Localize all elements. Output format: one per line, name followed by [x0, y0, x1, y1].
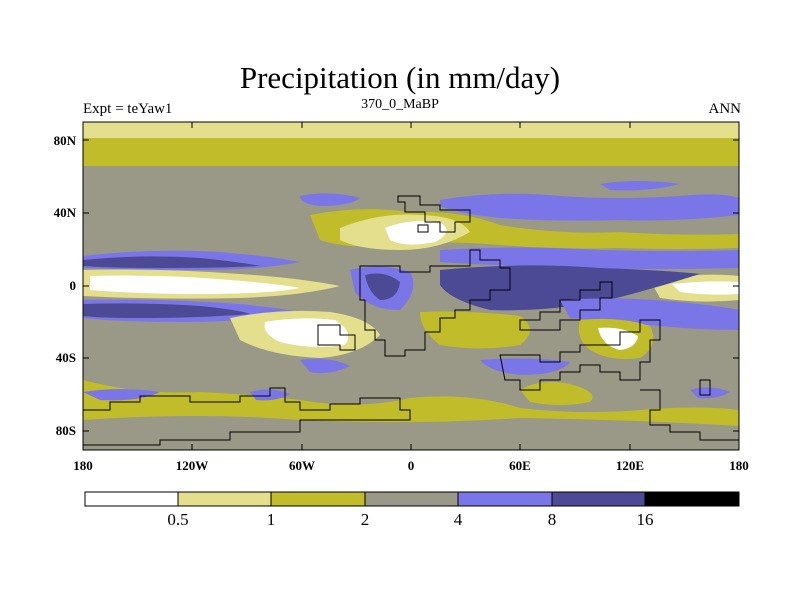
y-tick-40s: 40S	[55, 350, 76, 365]
colorbar-swatch-3	[364, 491, 459, 507]
colorbar-swatch-4	[457, 491, 553, 507]
season-label: ANN	[708, 101, 742, 117]
x-tick-60w: 60W	[289, 458, 315, 473]
colorbar-label-1: 1	[266, 510, 276, 529]
experiment-label: Expt = teYaw1	[83, 101, 173, 117]
axis-ticks	[83, 122, 739, 450]
colorbar-swatch-5	[551, 491, 646, 507]
y-tick-40n: 40N	[53, 205, 76, 220]
colorbar-label-2: 2	[360, 510, 370, 529]
x-tick-120w: 120W	[175, 458, 209, 473]
time-label: 370_0_MaBP	[361, 97, 439, 112]
colorbar	[84, 491, 740, 507]
x-tick-180w: 180	[73, 458, 93, 473]
colorbar-label-5: 16	[636, 510, 654, 529]
colorbar-swatch-6	[644, 491, 740, 507]
map-title: Precipitation (in mm/day)	[239, 60, 561, 95]
colorbar-label-4: 8	[547, 510, 557, 529]
colorbar-label-0: 0.5	[167, 510, 189, 529]
y-tick-80s: 80S	[55, 423, 76, 438]
colorbar-swatch-1	[177, 491, 272, 507]
x-tick-180e: 180	[729, 458, 749, 473]
x-tick-120e: 120E	[615, 458, 645, 473]
x-tick-0: 0	[407, 458, 415, 473]
colorbar-label-3: 4	[453, 510, 463, 529]
colorbar-swatch-0	[84, 491, 179, 507]
y-tick-0: 0	[69, 278, 77, 293]
x-tick-60e: 60E	[509, 458, 531, 473]
continent-outlines	[83, 195, 739, 446]
colorbar-swatch-2	[270, 491, 366, 507]
y-tick-80n: 80N	[53, 133, 76, 148]
map-fields	[83, 122, 739, 450]
